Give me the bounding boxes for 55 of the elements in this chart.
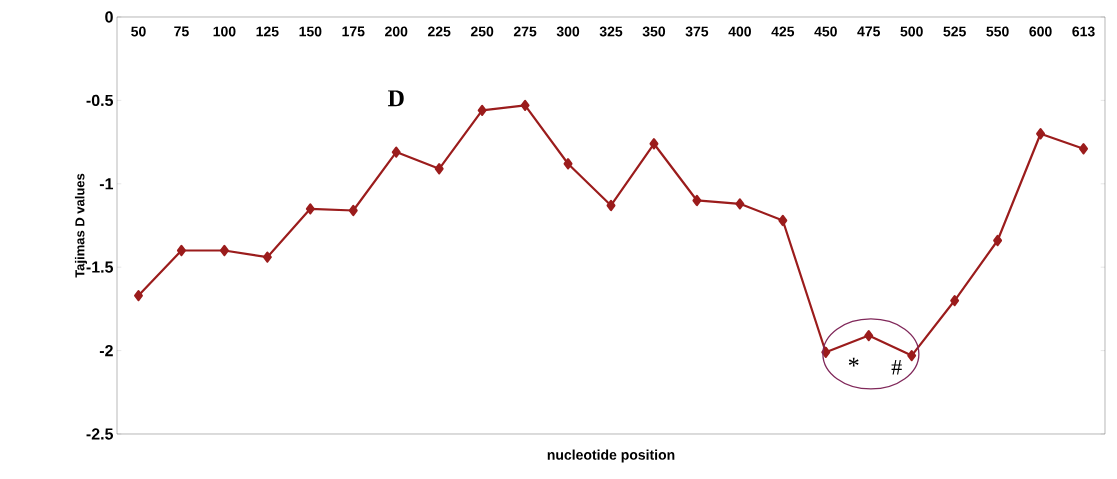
- x-tick-label: 400: [728, 26, 751, 37]
- x-tick-label: 225: [427, 26, 451, 37]
- point: [391, 146, 401, 158]
- point: [219, 244, 229, 257]
- y-tick-label: -2: [99, 345, 113, 357]
- x-tick-label: 100: [213, 26, 236, 37]
- y-tick-label: 0: [105, 11, 113, 23]
- point: [864, 329, 874, 342]
- point: [262, 251, 272, 263]
- x-tick-label: 275: [513, 26, 537, 37]
- point: [1079, 143, 1088, 155]
- x-tick-label: 475: [857, 26, 881, 37]
- annotation: D: [387, 90, 404, 107]
- x-tick-label: 175: [342, 26, 365, 37]
- annotation: #: [891, 360, 902, 375]
- annotation: *: [848, 357, 859, 367]
- point: [950, 294, 960, 307]
- x-tick-label: 375: [685, 26, 709, 37]
- point: [735, 198, 745, 210]
- point: [477, 104, 487, 116]
- x-tick-label: 450: [814, 26, 837, 37]
- point: [348, 204, 358, 217]
- x-tick-label: 525: [943, 26, 966, 37]
- point: [649, 138, 659, 150]
- y-axis-title: Tajimas D values: [74, 173, 88, 278]
- x-tick-label: 325: [599, 26, 623, 37]
- x-tick-label: 200: [385, 26, 408, 37]
- point: [176, 244, 186, 257]
- x-tick-label: 425: [771, 26, 795, 37]
- x-tick-label: 250: [470, 26, 494, 37]
- point: [305, 203, 315, 215]
- x-tick-label: 500: [900, 26, 923, 37]
- x-tick-label: 600: [1029, 26, 1052, 37]
- point: [778, 214, 788, 227]
- y-tick-label: -2.5: [86, 428, 114, 440]
- x-axis-title: nucleotide position: [547, 449, 675, 463]
- x-tick-label: 613: [1072, 26, 1095, 37]
- point: [434, 163, 444, 175]
- point: [692, 194, 702, 207]
- point: [1036, 128, 1046, 140]
- y-tick-label: -1.5: [86, 261, 114, 273]
- point: [563, 158, 573, 170]
- x-tick-label: 125: [256, 26, 279, 37]
- x-tick-label: 350: [642, 26, 666, 37]
- x-tick-label: 300: [556, 26, 580, 37]
- point: [606, 199, 616, 212]
- y-tick-label: -1: [99, 178, 114, 190]
- point: [993, 234, 1003, 247]
- point: [907, 349, 917, 362]
- x-tick-label: 50: [131, 26, 146, 37]
- point: [520, 99, 530, 111]
- x-tick-label: 150: [299, 26, 322, 37]
- x-tick-label: 550: [986, 26, 1009, 37]
- x-tick-label: 75: [174, 26, 189, 37]
- y-tick-label: -0.5: [86, 94, 114, 107]
